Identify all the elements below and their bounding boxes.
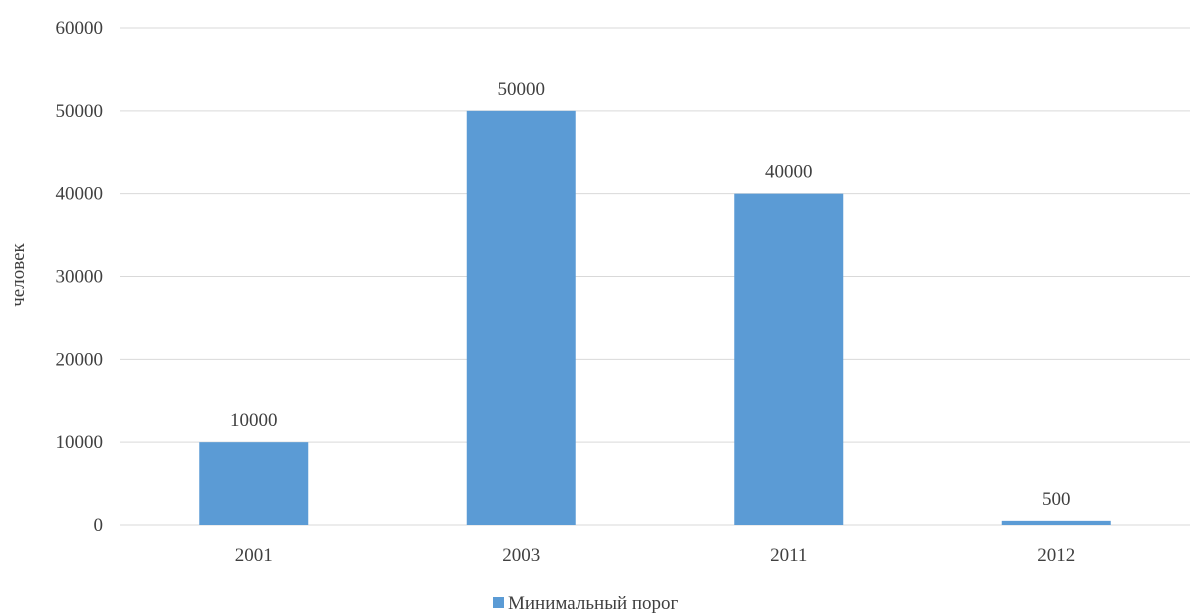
x-axis-ticks: 2001 2003 2011 2012 — [235, 545, 1076, 566]
bar — [466, 110, 576, 525]
y-tick-label: 50000 — [56, 101, 104, 122]
y-tick-label: 10000 — [56, 432, 104, 453]
data-label: 10000 — [230, 410, 278, 431]
y-axis-title: человек — [8, 242, 29, 306]
legend: Минимальный порог — [493, 593, 679, 614]
bars — [199, 110, 1111, 525]
data-label: 50000 — [498, 79, 546, 100]
data-label: 40000 — [765, 162, 813, 183]
y-tick-label: 40000 — [56, 184, 104, 205]
data-labels: 10000 50000 40000 500 — [230, 79, 1071, 510]
legend-swatch — [493, 597, 504, 608]
x-tick-label: 2011 — [770, 545, 807, 566]
legend-label: Минимальный порог — [508, 593, 679, 614]
y-tick-label: 0 — [94, 515, 104, 536]
y-axis-ticks: 0 10000 20000 30000 40000 50000 60000 — [56, 18, 104, 536]
y-tick-label: 30000 — [56, 267, 104, 288]
x-tick-label: 2001 — [235, 545, 273, 566]
bar — [734, 193, 844, 525]
bar — [1001, 520, 1111, 525]
data-label: 500 — [1042, 489, 1071, 510]
y-tick-label: 20000 — [56, 349, 104, 370]
x-tick-label: 2012 — [1037, 545, 1075, 566]
x-tick-label: 2003 — [502, 545, 540, 566]
bar — [199, 442, 309, 525]
y-tick-label: 60000 — [56, 18, 104, 39]
